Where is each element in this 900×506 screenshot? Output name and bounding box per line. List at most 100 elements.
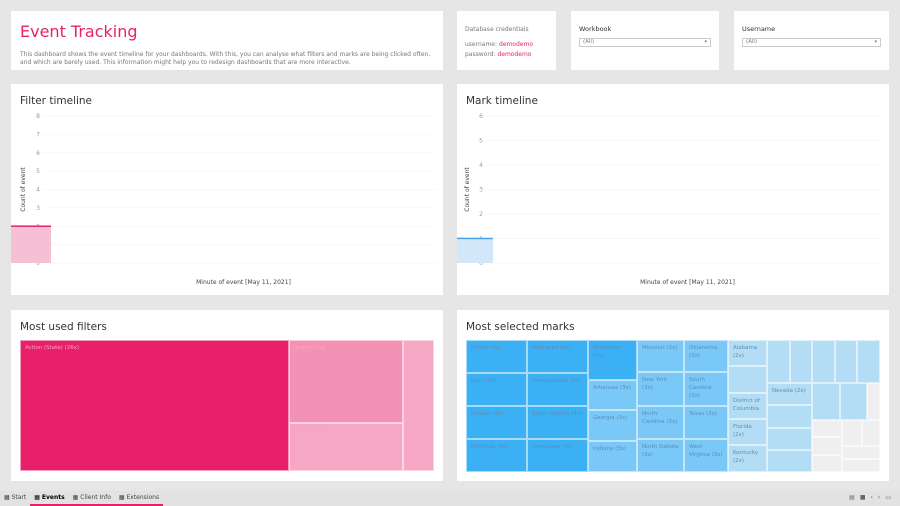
grid-icon: ▦ bbox=[34, 494, 40, 501]
treemap-cell[interactable]: Region (7x) bbox=[289, 340, 403, 423]
treemap-cell[interactable]: Order Date (4x) bbox=[289, 423, 403, 471]
treemap-cell[interactable]: New York (3x) bbox=[637, 372, 684, 406]
x-axis-label: Minute of event [May 11, 2021] bbox=[640, 279, 735, 286]
sheet-tab-bar: ▦ Start ▦ Events ▦ Client Info ▦ Extensi… bbox=[0, 491, 900, 506]
treemap-cell[interactable]: District of Columbia bbox=[728, 393, 767, 419]
treemap-cell[interactable]: Kentucky (2x) bbox=[728, 445, 767, 472]
filmstrip-icon[interactable]: ■ bbox=[859, 494, 871, 501]
x-axis-label: Minute of event [May 11, 2021] bbox=[196, 279, 291, 286]
tab-events[interactable]: ▦ Events bbox=[30, 491, 69, 506]
area-fill bbox=[457, 238, 493, 263]
treemap-cell[interactable]: South Carolina (3x) bbox=[684, 372, 728, 406]
treemap-cell[interactable]: Michigan (4x) bbox=[466, 439, 527, 472]
mark-timeline-chart: 012345612:02 PM12:07 PM12:12 PM12:17 PM1… bbox=[457, 113, 882, 286]
tab-label: Start bbox=[11, 494, 27, 501]
treemap-cell-unlabeled[interactable] bbox=[767, 405, 812, 428]
filter-timeline-title: Filter timeline bbox=[20, 95, 93, 107]
area-fill bbox=[11, 226, 51, 263]
treemap-cell[interactable]: Wisconsin (4x) bbox=[588, 340, 637, 380]
treemap-cell-unlabeled[interactable] bbox=[862, 420, 880, 446]
prev-sheet-icon[interactable]: ‹ bbox=[870, 494, 878, 501]
treemap-cell-unlabeled[interactable] bbox=[403, 340, 434, 471]
credentials-card: Database credentials username: demodemo … bbox=[457, 11, 556, 70]
username-dropdown[interactable]: (All) ▾ bbox=[742, 38, 881, 47]
treemap-cell[interactable]: Iowa (4x) bbox=[466, 373, 527, 406]
series-line bbox=[11, 225, 52, 227]
presentation-icon[interactable]: ▭ bbox=[885, 494, 896, 501]
treemap-cell-unlabeled[interactable] bbox=[728, 366, 767, 393]
treemap-cell[interactable]: Texas (3x) bbox=[684, 406, 728, 439]
grid-view-icon[interactable]: ▤ bbox=[849, 494, 860, 501]
treemap-cell[interactable]: Nevada (2x) bbox=[767, 383, 812, 405]
tab-label: Extensions bbox=[126, 494, 160, 501]
most-selected-marks-card: Most selected marks Illinois (4x) Iowa (4… bbox=[457, 310, 889, 481]
password-value: demodemo bbox=[497, 51, 532, 58]
treemap-cell[interactable]: Nebraska (4x) bbox=[527, 340, 588, 373]
page-description: This dashboard shows the event timeline … bbox=[20, 51, 431, 66]
page-title: Event Tracking bbox=[20, 22, 138, 41]
workbook-filter-card: Workbook (All) ▾ bbox=[571, 11, 719, 70]
treemap-cell[interactable]: Oklahoma (3x) bbox=[684, 340, 728, 372]
password-label: password: bbox=[465, 51, 496, 58]
treemap-cell[interactable]: West Virginia (3x) bbox=[684, 439, 728, 472]
y-axis-label: Count of event bbox=[464, 167, 471, 212]
treemap-cell-unlabeled[interactable] bbox=[812, 455, 842, 472]
y-tick-label: 8 bbox=[36, 113, 40, 120]
treemap-cell-unlabeled[interactable] bbox=[842, 459, 880, 472]
workbook-dropdown[interactable]: (All) ▾ bbox=[579, 38, 711, 47]
treemap-cell[interactable]: Florida (2x) bbox=[728, 419, 767, 445]
tab-start[interactable]: ▦ Start bbox=[0, 491, 30, 506]
username-label: username: bbox=[465, 41, 498, 48]
treemap-cell-unlabeled[interactable] bbox=[812, 437, 842, 455]
treemap-cell[interactable]: Missouri (3x) bbox=[637, 340, 684, 372]
workbook-value: (All) bbox=[583, 39, 595, 45]
most-used-filters-card: Most used filters Action (State) (26x) Re… bbox=[11, 310, 443, 481]
treemap-cell-unlabeled[interactable] bbox=[812, 420, 842, 437]
username-value: demodemo bbox=[498, 41, 533, 48]
grid-icon: ▦ bbox=[72, 494, 79, 501]
y-tick-label: 5 bbox=[479, 138, 483, 145]
treemap-cell[interactable]: Action (State) (26x) bbox=[20, 340, 289, 471]
tab-client-info[interactable]: ▦ Client Info bbox=[68, 491, 115, 506]
tab-label: Events bbox=[41, 494, 65, 501]
treemap-cell[interactable]: Indiana (3x) bbox=[588, 441, 637, 472]
filter-timeline-chart: 01234567812:02 PM12:07 PM12:12 PM12:17 P… bbox=[11, 113, 436, 286]
treemap-cell[interactable]: Georgia (3x) bbox=[588, 410, 637, 441]
treemap-cell[interactable]: South Dakota (4x) bbox=[527, 406, 588, 439]
y-tick-label: 5 bbox=[36, 168, 40, 175]
treemap-cell[interactable]: Alabama (2x) bbox=[728, 340, 767, 366]
treemap-cell-unlabeled[interactable] bbox=[767, 340, 790, 383]
treemap-cell[interactable]: Tennessee (4x) bbox=[527, 439, 588, 472]
treemap-cell-unlabeled[interactable] bbox=[840, 383, 867, 420]
treemap-cell-unlabeled[interactable] bbox=[812, 340, 835, 383]
username-filter-value: (All) bbox=[746, 39, 758, 45]
treemap-cell[interactable]: North Carolina (3x) bbox=[637, 406, 684, 439]
treemap-cell-unlabeled[interactable] bbox=[842, 420, 862, 446]
chevron-down-icon: ▾ bbox=[874, 39, 877, 45]
treemap-cell[interactable]: Arkansas (3x) bbox=[588, 380, 637, 410]
tab-extensions[interactable]: ▦ Extensions bbox=[114, 491, 164, 506]
credentials-heading: Database credentials bbox=[465, 26, 529, 33]
treemap-cell-unlabeled[interactable] bbox=[790, 340, 812, 383]
treemap-cell[interactable]: Illinois (4x) bbox=[466, 340, 527, 373]
workbook-label: Workbook bbox=[579, 25, 612, 33]
treemap-cell-unlabeled[interactable] bbox=[835, 340, 857, 383]
treemap-cell-unlabeled[interactable] bbox=[767, 450, 812, 472]
treemap-cell-unlabeled[interactable] bbox=[767, 428, 812, 450]
y-tick-label: 0 bbox=[36, 260, 40, 267]
filter-timeline-card: Filter timeline 01234567812:02 PM12:07 P… bbox=[11, 84, 443, 295]
treemap-cell-unlabeled[interactable] bbox=[857, 340, 880, 383]
treemap-cell[interactable]: Pennsylvania (4x) bbox=[527, 373, 588, 406]
treemap-cell[interactable]: Kansas (4x) bbox=[466, 406, 527, 439]
treemap-cell-unlabeled[interactable] bbox=[842, 446, 880, 459]
y-tick-label: 3 bbox=[36, 205, 40, 212]
y-tick-label: 7 bbox=[36, 131, 40, 138]
treemap-cell-unlabeled[interactable] bbox=[812, 383, 840, 420]
next-sheet-icon[interactable]: › bbox=[877, 494, 886, 501]
marks-treemap: Illinois (4x) Iowa (4x) Kansas (4x) Michiga… bbox=[466, 340, 880, 472]
treemap-cell-unlabeled[interactable] bbox=[867, 383, 880, 420]
treemap-cell[interactable]: North Dakota (3x) bbox=[637, 439, 684, 472]
tab-label: Client Info bbox=[80, 494, 111, 501]
chevron-down-icon: ▾ bbox=[704, 39, 707, 45]
y-tick-label: 4 bbox=[479, 162, 483, 169]
